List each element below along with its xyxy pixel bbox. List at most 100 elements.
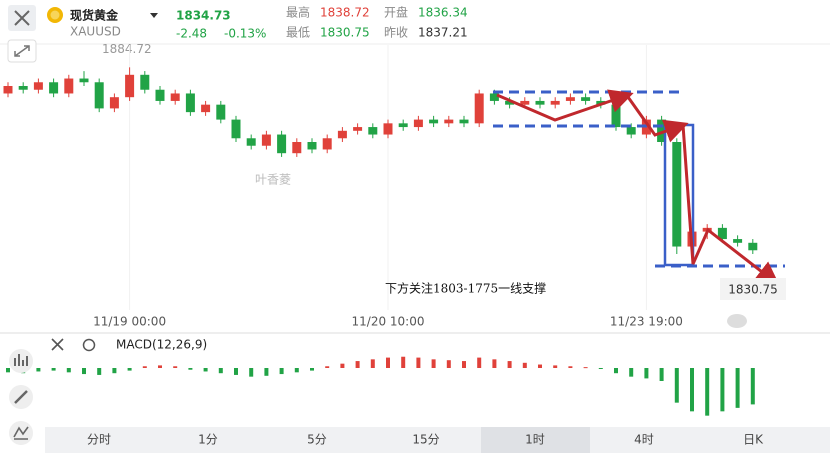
- candle-body: [322, 138, 332, 150]
- tool-icon: [14, 390, 28, 404]
- macd-bar: [386, 357, 390, 368]
- symbol-code: XAUUSD: [70, 25, 121, 39]
- macd-bar: [294, 368, 299, 373]
- candle-body: [657, 119, 667, 142]
- candle-body: [337, 130, 347, 139]
- macd-bar: [82, 368, 86, 375]
- candle-body: [733, 239, 743, 243]
- tab[interactable]: 分时: [87, 433, 111, 447]
- macd-bar: [355, 361, 360, 368]
- candle-body: [413, 119, 423, 128]
- annotation: 下方关注1803-1775一线支撑: [385, 281, 546, 296]
- indicator-title: MACD(12,26,9): [116, 338, 207, 352]
- stat-value: 1838.72: [320, 6, 370, 20]
- tool-button[interactable]: [9, 421, 33, 445]
- candle-body: [231, 119, 241, 139]
- candle-body: [505, 100, 515, 105]
- macd-bar: [720, 368, 725, 412]
- candle-body: [444, 119, 454, 124]
- candle-body: [49, 82, 59, 94]
- annotation-drawing: [493, 89, 785, 286]
- macd-bar: [112, 368, 117, 374]
- candle-body: [201, 104, 211, 113]
- macd-bar: [431, 359, 436, 368]
- macd-bar: [477, 357, 482, 368]
- macd-bar: [264, 368, 269, 376]
- x-tick-label: 11/23 19:00: [610, 315, 683, 329]
- candle-body: [611, 104, 621, 128]
- candle-body: [292, 142, 302, 154]
- symbol-name[interactable]: 现货黄金: [70, 8, 119, 23]
- candle-body: [18, 86, 28, 90]
- candle-body: [383, 123, 393, 135]
- axis-top-label: 1884.72: [102, 42, 152, 56]
- macd-bar: [325, 366, 330, 368]
- candle-body: [3, 86, 13, 94]
- tab[interactable]: 1时: [525, 433, 545, 447]
- macd-bar: [279, 368, 284, 375]
- tab[interactable]: 5分: [307, 433, 327, 447]
- macd-bar: [158, 365, 162, 368]
- scroll-handle[interactable]: [727, 314, 747, 328]
- candle-body: [429, 119, 439, 124]
- candle-body: [109, 97, 119, 109]
- stat-value: 1836.34: [418, 6, 468, 20]
- candle-body: [474, 93, 484, 124]
- candle-body: [353, 127, 363, 131]
- macd-bar: [659, 368, 664, 381]
- tab[interactable]: 日K: [743, 433, 764, 447]
- candle-body: [140, 74, 150, 90]
- watermark: 叶香菱: [255, 173, 291, 187]
- settings-icon[interactable]: [82, 338, 96, 352]
- macd-bar: [401, 356, 406, 368]
- macd-bar: [629, 368, 634, 377]
- macd-bar: [6, 368, 10, 373]
- last-price: 1834.73: [176, 9, 231, 23]
- macd-bar: [203, 368, 208, 372]
- macd-bar: [97, 368, 102, 375]
- macd-bar: [218, 368, 223, 374]
- candle-body: [277, 134, 287, 154]
- candle-body: [155, 89, 165, 101]
- tool-button[interactable]: [9, 349, 33, 373]
- x-tick-label: 11/19 00:00: [93, 315, 166, 329]
- macd-bar: [310, 368, 314, 371]
- stat-label: 昨收: [384, 26, 408, 40]
- price-tag: [720, 278, 786, 300]
- candle-body: [550, 100, 560, 105]
- macd-bar: [522, 362, 527, 368]
- candle-body: [398, 123, 408, 128]
- stat-label: 最低: [286, 26, 310, 40]
- candle-body: [94, 82, 104, 109]
- selected-tab-bg: [481, 427, 590, 453]
- candle-body: [520, 100, 530, 105]
- candle-body: [185, 93, 195, 113]
- candle-body: [368, 127, 378, 135]
- candle-body: [216, 104, 226, 120]
- tab[interactable]: 15分: [412, 433, 439, 447]
- tab[interactable]: 1分: [198, 433, 218, 447]
- close-indicator[interactable]: [51, 338, 64, 351]
- macd-bar: [66, 368, 71, 373]
- candle-body: [170, 93, 180, 101]
- trend-arrow: [496, 89, 634, 122]
- candle-body: [125, 74, 135, 98]
- macd-bar: [690, 368, 694, 412]
- dropdown-icon[interactable]: [150, 13, 158, 18]
- x-tick-label: 11/20 10:00: [352, 315, 425, 329]
- macd-bar: [538, 364, 542, 368]
- tab[interactable]: 4时: [634, 433, 654, 447]
- candle-body: [307, 142, 317, 150]
- tool-icon: [13, 426, 29, 440]
- price-change: -2.48: [176, 27, 207, 41]
- trend-arrow: [681, 124, 780, 286]
- macd-bar: [127, 368, 132, 371]
- macd-bar: [750, 368, 755, 405]
- macd-bar: [705, 368, 710, 416]
- macd-bar: [598, 368, 603, 369]
- macd-panel: [6, 356, 755, 416]
- macd-bar: [188, 368, 193, 370]
- candle-body: [33, 82, 43, 90]
- macd-bar: [735, 368, 740, 408]
